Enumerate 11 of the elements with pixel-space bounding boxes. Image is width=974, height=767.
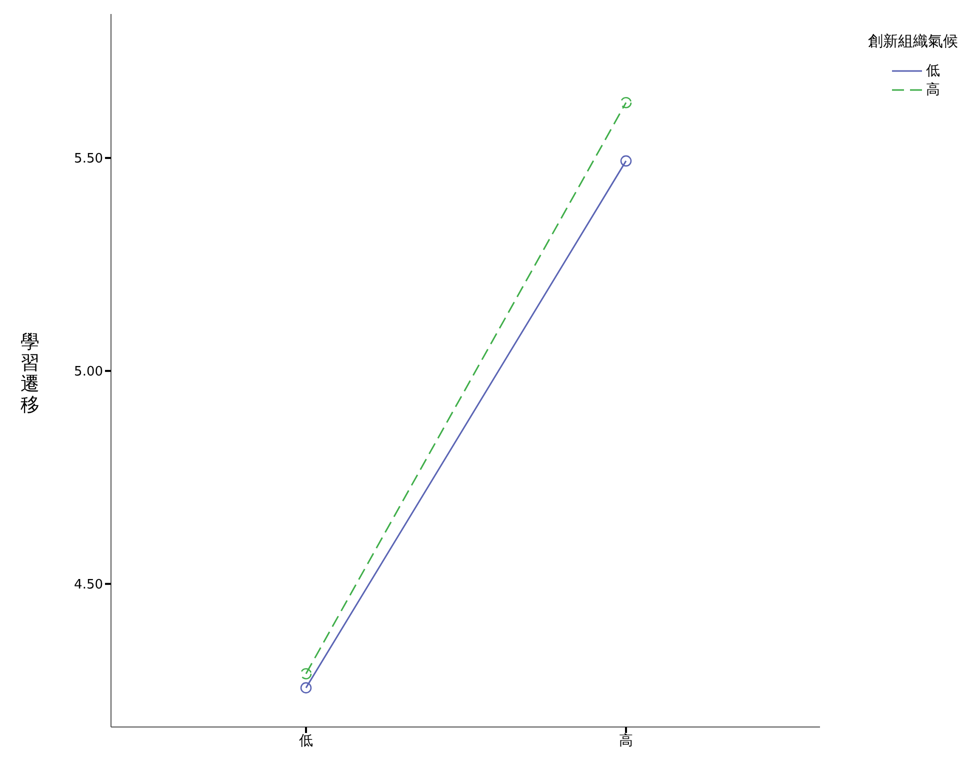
point [300,682,312,694]
legend-label: 高 [926,80,940,98]
y-tick-label: 4.50 [74,578,103,593]
y-tick-label: 5.50 [74,152,103,167]
point [620,96,632,108]
y-axis-title: 學習遷移 [20,331,40,416]
point [620,155,632,167]
y-tick-label: 5.00 [74,364,103,380]
point [300,668,312,680]
legend-title: 創新組織氣候 [868,32,958,51]
legend-label: 低 [926,62,940,80]
